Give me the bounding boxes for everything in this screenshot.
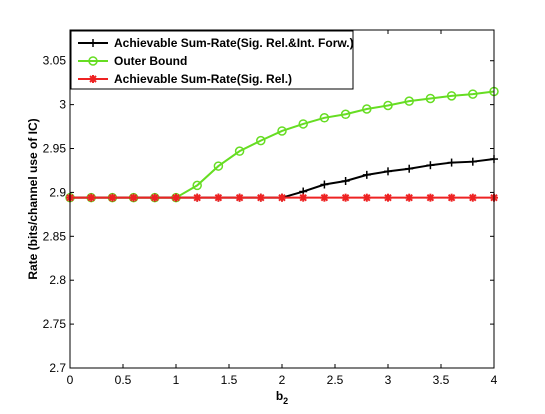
x-tick-label: 1.5 [221, 373, 238, 387]
legend-item-1: Outer Bound [78, 54, 187, 68]
y-tick-label: 3 [59, 98, 66, 112]
data-point [88, 56, 98, 66]
data-point [340, 109, 351, 120]
data-point [213, 161, 224, 171]
series-layer [65, 86, 499, 203]
data-point [277, 126, 287, 136]
data-point [235, 193, 244, 202]
data-point [299, 193, 307, 202]
data-point [319, 113, 330, 123]
x-tick-label: 3.5 [433, 373, 450, 387]
x-tick-label: 3 [385, 373, 392, 387]
data-point [426, 193, 435, 202]
legend-label: Outer Bound [114, 54, 187, 68]
x-tick-label: 0 [67, 373, 74, 387]
data-point [446, 91, 457, 101]
legend-box [70, 30, 354, 90]
legend-item-2: Achievable Sum-Rate(Sig. Rel.) [78, 72, 292, 86]
data-point [468, 89, 478, 99]
legend-item-0: Achievable Sum-Rate(Sig. Rel.&Int. Forw.… [78, 36, 354, 50]
data-point [383, 100, 393, 111]
data-point [151, 193, 159, 202]
data-point [234, 146, 245, 156]
data-point [108, 193, 117, 202]
data-point [447, 193, 456, 202]
series-2 [66, 193, 498, 202]
data-point [384, 193, 392, 202]
data-point [193, 193, 201, 202]
data-point [172, 193, 180, 202]
data-point [362, 104, 372, 114]
x-tick-label: 1 [173, 373, 180, 387]
data-point [278, 193, 286, 202]
data-point [469, 193, 477, 202]
data-point [320, 193, 329, 202]
data-point [257, 193, 265, 202]
x-tick-label: 4 [491, 373, 498, 387]
data-point [341, 193, 350, 202]
data-point [192, 180, 202, 191]
legend-label: Achievable Sum-Rate(Sig. Rel.&Int. Forw.… [114, 36, 354, 50]
plot-frame [69, 29, 495, 369]
data-point [214, 193, 223, 202]
x-tick-label: 2.5 [327, 373, 344, 387]
legend-label: Achievable Sum-Rate(Sig. Rel.) [114, 72, 292, 86]
data-point [298, 119, 308, 129]
data-point [405, 193, 413, 202]
data-point [404, 96, 414, 106]
y-tick-label: 2.95 [43, 142, 67, 156]
data-point [87, 193, 95, 202]
x-tick-label: 0.5 [115, 373, 132, 387]
x-tick-label: 2 [279, 373, 286, 387]
y-tick-label: 3.05 [43, 54, 67, 68]
y-tick-label: 2.85 [43, 229, 67, 243]
legend: Achievable Sum-Rate(Sig. Rel.&Int. Forw.… [70, 30, 354, 90]
y-tick-label: 2.9 [49, 185, 66, 199]
data-point [89, 75, 97, 83]
data-point [425, 93, 436, 104]
y-axis-title: Rate (bits/channel use of IC) [26, 118, 40, 279]
y-tick-label: 2.7 [49, 361, 66, 375]
y-tick-label: 2.75 [43, 317, 67, 331]
data-point [129, 193, 138, 202]
data-point [256, 135, 266, 146]
data-point [363, 193, 371, 202]
x-axis-title: b2 [276, 389, 288, 406]
y-tick-label: 2.8 [49, 273, 66, 287]
axis-ticks: 0 0.5 1 1.5 2 2.5 3 3.5 4 2.7 2.75 2.8 2.85 2.9 2.95 3 3… [43, 30, 498, 387]
